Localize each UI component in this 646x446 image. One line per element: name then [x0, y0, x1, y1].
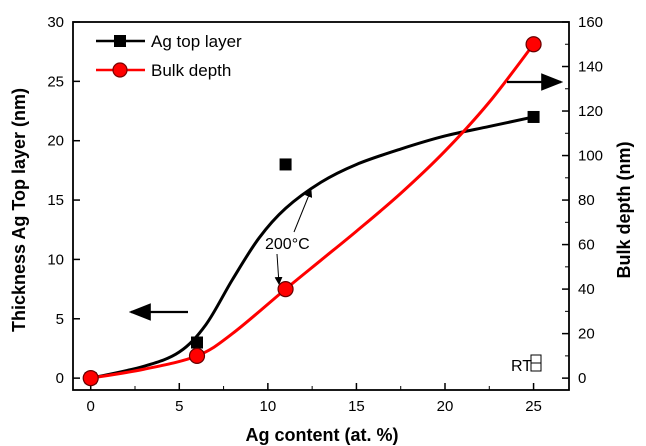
x-tick-label: 20	[437, 398, 454, 415]
series-layer	[82, 36, 542, 387]
right-y-tick-label: 80	[578, 192, 595, 209]
right-y-axis-ticks: 0 20 40 60 80 100 120 140 160	[562, 14, 603, 387]
right-y-tick-label: 40	[578, 281, 595, 298]
legend-label-ag-top-layer: Ag top layer	[151, 32, 242, 51]
left-y-axis-title: Thickness Ag Top layer (nm)	[9, 88, 29, 332]
temperature-annotation: 200°C	[265, 236, 310, 253]
left-y-tick-label: 0	[56, 370, 64, 387]
right-y-tick-label: 160	[578, 14, 603, 31]
right-y-axis-title: Bulk depth (nm)	[614, 142, 634, 279]
ag-top-layer-data-point	[279, 158, 292, 171]
x-tick-label: 10	[260, 398, 277, 415]
left-y-tick-label: 15	[47, 192, 64, 209]
rt-indicator-icon	[530, 354, 542, 372]
legend: Ag top layer Bulk depth	[96, 32, 242, 80]
x-tick-label: 0	[87, 398, 95, 415]
x-tick-label: 15	[348, 398, 365, 415]
legend-label-bulk-depth: Bulk depth	[151, 61, 231, 80]
ag-top-layer-data-point	[191, 336, 203, 349]
right-y-tick-label: 140	[578, 59, 603, 76]
right-y-tick-label: 60	[578, 237, 595, 254]
left-y-axis-ticks: 0 5 10 15 20 25 30	[47, 14, 80, 387]
x-axis-ticks: 0 5 10 15 20 25	[87, 383, 542, 415]
x-tick-label: 5	[175, 398, 183, 415]
ag-top-layer-fit-curve	[89, 115, 536, 380]
temperature-arrow-to-black-curve	[293, 189, 313, 233]
right-y-tick-label: 120	[578, 103, 603, 120]
legend-marker-bulk-depth	[112, 62, 128, 78]
left-y-tick-label: 20	[47, 133, 64, 150]
bulk-depth-data-point	[525, 36, 542, 53]
left-y-tick-label: 10	[47, 251, 64, 268]
right-y-tick-label: 0	[578, 370, 586, 387]
ag-top-layer-data-point	[527, 110, 540, 123]
legend-marker-ag-top-layer	[114, 35, 126, 47]
right-y-tick-label: 100	[578, 148, 603, 165]
right-y-tick-label: 20	[578, 326, 595, 343]
bulk-depth-data-point	[188, 347, 206, 364]
plot-frame	[72, 21, 570, 391]
x-axis-title: Ag content (at. %)	[246, 425, 399, 445]
bulk-depth-data-point	[82, 370, 99, 387]
left-y-tick-label: 5	[56, 311, 64, 328]
x-tick-label: 25	[525, 398, 542, 415]
temperature-arrow-to-red-curve	[274, 253, 283, 285]
bulk-depth-fit-curve	[89, 42, 536, 380]
left-y-tick-label: 30	[47, 14, 64, 31]
bulk-depth-data-point	[277, 280, 294, 298]
left-y-tick-label: 25	[47, 73, 64, 90]
room-temperature-label: RT	[511, 358, 532, 375]
